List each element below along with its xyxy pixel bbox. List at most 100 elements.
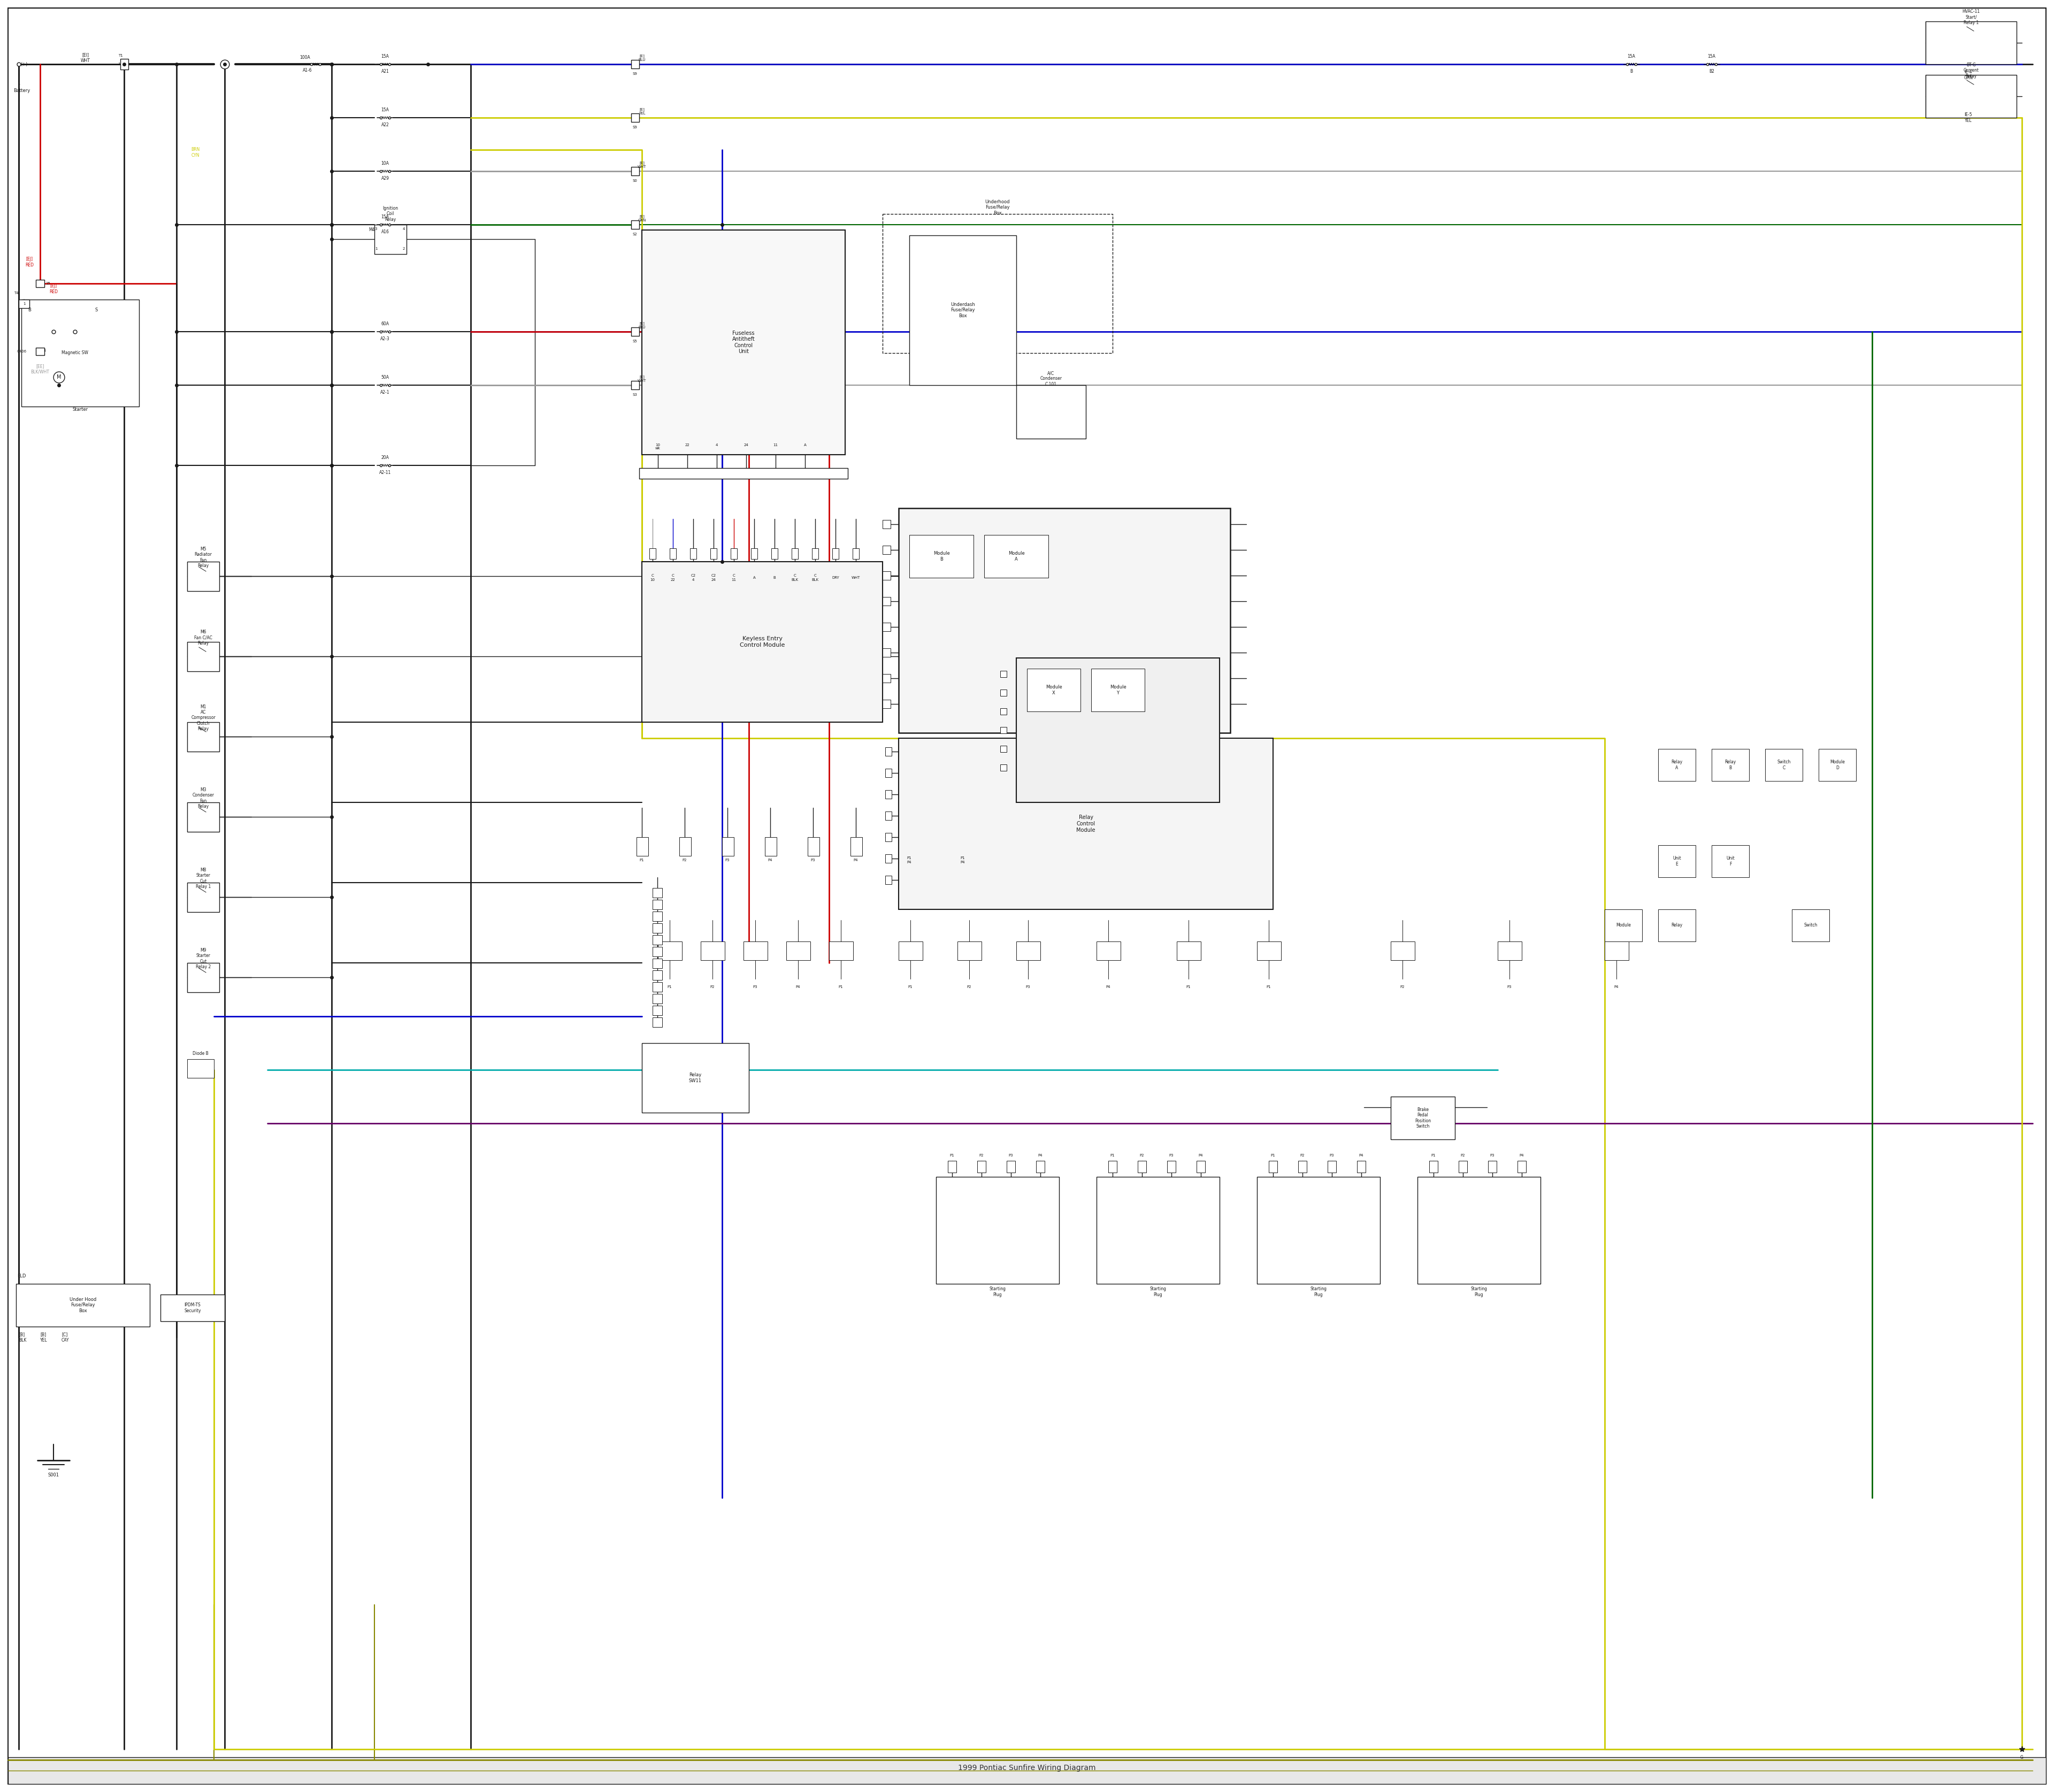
Text: 1: 1 bbox=[23, 303, 25, 305]
Bar bbox=[187, 803, 220, 831]
Text: P3: P3 bbox=[1489, 1154, 1495, 1158]
Text: C
22: C 22 bbox=[670, 573, 676, 581]
Bar bbox=[723, 837, 733, 857]
Text: P2: P2 bbox=[1460, 1154, 1465, 1158]
Text: P1: P1 bbox=[668, 986, 672, 989]
Text: Starting
Plug: Starting Plug bbox=[1310, 1287, 1327, 1297]
Bar bbox=[1391, 941, 1415, 961]
Text: 15A: 15A bbox=[1707, 54, 1715, 59]
Text: [E]
WHT: [E] WHT bbox=[637, 375, 647, 382]
Text: P3: P3 bbox=[1009, 1154, 1013, 1158]
Bar bbox=[653, 959, 661, 968]
Bar bbox=[1006, 1161, 1015, 1172]
Text: Battery: Battery bbox=[14, 88, 31, 93]
Text: DRY: DRY bbox=[832, 575, 840, 579]
Text: P3: P3 bbox=[811, 858, 815, 862]
Bar bbox=[883, 622, 891, 631]
Bar bbox=[1658, 909, 1697, 941]
Text: 10A: 10A bbox=[382, 161, 388, 167]
Text: P1
P4: P1 P4 bbox=[961, 857, 965, 864]
Bar bbox=[653, 912, 661, 921]
Bar bbox=[1000, 728, 1006, 733]
Text: 3: 3 bbox=[374, 228, 378, 231]
Bar bbox=[641, 229, 844, 455]
Bar bbox=[374, 224, 407, 254]
Text: [C]
CAY: [C] CAY bbox=[62, 1331, 70, 1342]
Bar bbox=[883, 545, 891, 554]
Bar bbox=[631, 220, 639, 229]
Bar bbox=[1430, 1161, 1438, 1172]
Text: P3: P3 bbox=[725, 858, 729, 862]
Text: 10
wk: 10 wk bbox=[655, 443, 661, 450]
Text: BT-G
Current
Relay: BT-G Current Relay bbox=[1964, 63, 1978, 79]
Text: Relay
Control
Module: Relay Control Module bbox=[1076, 815, 1095, 833]
Bar bbox=[631, 59, 639, 68]
Bar bbox=[1000, 765, 1006, 771]
Text: Underdash
Fuse/Relay
Box: Underdash Fuse/Relay Box bbox=[951, 303, 976, 319]
Bar bbox=[1257, 941, 1282, 961]
Bar bbox=[1167, 1161, 1175, 1172]
Text: P2: P2 bbox=[1300, 1154, 1304, 1158]
Text: P1: P1 bbox=[1271, 1154, 1276, 1158]
Text: 2: 2 bbox=[403, 247, 405, 251]
Text: M3
Condenser
Fan
Relay: M3 Condenser Fan Relay bbox=[193, 787, 214, 808]
Bar bbox=[1097, 941, 1121, 961]
Text: P1: P1 bbox=[1111, 1154, 1115, 1158]
Text: T1: T1 bbox=[117, 54, 123, 57]
Text: M6
Fan C/AC
Relay: M6 Fan C/AC Relay bbox=[195, 629, 212, 645]
Bar bbox=[1818, 749, 1857, 781]
Bar bbox=[637, 837, 649, 857]
Bar bbox=[653, 1018, 661, 1027]
Bar bbox=[187, 1059, 214, 1077]
Text: P2: P2 bbox=[1401, 986, 1405, 989]
Bar bbox=[1091, 668, 1144, 711]
Text: Starting
Plug: Starting Plug bbox=[1471, 1287, 1487, 1297]
Bar bbox=[850, 837, 863, 857]
Text: Brake
Pedal
Position
Switch: Brake Pedal Position Switch bbox=[1415, 1107, 1432, 1129]
Text: Diode B: Diode B bbox=[193, 1052, 210, 1055]
Bar bbox=[885, 790, 891, 799]
Text: Relay
A: Relay A bbox=[1672, 760, 1682, 771]
Bar bbox=[1197, 1161, 1206, 1172]
Text: S9: S9 bbox=[633, 125, 637, 129]
Text: Module: Module bbox=[1616, 923, 1631, 928]
Text: M5
Radiator
Fan
Relay: M5 Radiator Fan Relay bbox=[195, 547, 212, 568]
Bar bbox=[641, 561, 883, 722]
Bar bbox=[1487, 1161, 1497, 1172]
Text: A29: A29 bbox=[382, 176, 388, 181]
Bar bbox=[1417, 1177, 1540, 1283]
Text: P2: P2 bbox=[682, 858, 686, 862]
Bar bbox=[1017, 658, 1220, 803]
Text: P1: P1 bbox=[949, 1154, 955, 1158]
Bar bbox=[187, 883, 220, 912]
Bar bbox=[937, 1177, 1060, 1283]
Bar bbox=[1257, 1177, 1380, 1283]
Bar bbox=[978, 1161, 986, 1172]
Bar bbox=[21, 299, 140, 407]
Bar bbox=[957, 941, 982, 961]
Text: [EE]
BLK/WHT: [EE] BLK/WHT bbox=[31, 364, 49, 375]
Text: [E]
BLU: [E] BLU bbox=[639, 54, 645, 61]
Text: A1-6: A1-6 bbox=[302, 68, 312, 73]
Text: [E]
WHT: [E] WHT bbox=[637, 161, 647, 168]
Text: 1: 1 bbox=[374, 247, 378, 251]
Text: P3: P3 bbox=[1169, 1154, 1173, 1158]
Text: 15A: 15A bbox=[382, 108, 388, 113]
Text: 60A: 60A bbox=[382, 323, 388, 326]
Bar bbox=[653, 982, 661, 991]
Bar bbox=[900, 941, 922, 961]
Text: Under Hood
Fuse/Relay
Box: Under Hood Fuse/Relay Box bbox=[70, 1297, 97, 1314]
Bar bbox=[830, 941, 852, 961]
Bar bbox=[1711, 749, 1750, 781]
Text: IPDM-TS
Security: IPDM-TS Security bbox=[185, 1303, 201, 1314]
Text: (+): (+) bbox=[21, 61, 27, 66]
Text: [EI]
WHT: [EI] WHT bbox=[80, 52, 90, 63]
Text: M8
Starter
Cut
Relay 1: M8 Starter Cut Relay 1 bbox=[195, 867, 212, 889]
Text: 1: 1 bbox=[43, 349, 45, 351]
Text: 20A: 20A bbox=[382, 455, 388, 461]
Bar bbox=[1764, 749, 1803, 781]
Bar bbox=[653, 935, 661, 944]
Text: P3: P3 bbox=[1508, 986, 1512, 989]
Text: A2-3: A2-3 bbox=[380, 337, 390, 342]
Text: M: M bbox=[58, 375, 62, 380]
